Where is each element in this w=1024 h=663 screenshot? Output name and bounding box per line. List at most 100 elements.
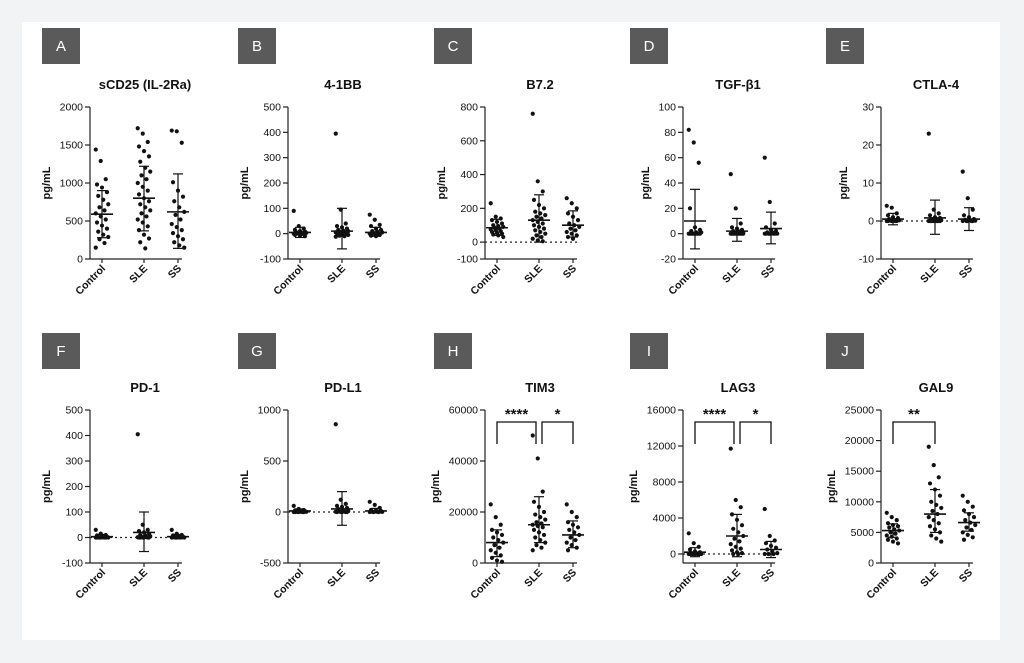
panel-label: E [840, 38, 850, 55]
data-point [93, 147, 98, 152]
data-point [565, 548, 571, 553]
data-point [334, 509, 340, 515]
significance-label: * [753, 406, 759, 423]
data-point [135, 126, 140, 131]
data-point [936, 211, 941, 216]
data-point [697, 231, 703, 236]
y-tick-label: 4000 [653, 513, 677, 525]
data-point [531, 527, 537, 532]
panel-label: F [56, 343, 65, 360]
significance-bracket [496, 421, 537, 444]
x-category-label: Control [864, 567, 899, 602]
y-tick-label: 0 [275, 228, 281, 240]
data-point [762, 551, 767, 557]
data-point [145, 139, 150, 145]
data-point [965, 499, 970, 504]
y-tick-label: 60 [664, 152, 676, 164]
y-tick-label: 40 [664, 178, 676, 190]
y-tick-label: 12000 [647, 441, 676, 453]
y-tick-label: 30 [862, 102, 874, 114]
y-tick-label: 20 [862, 140, 874, 152]
data-point [887, 525, 892, 530]
data-point [148, 169, 153, 174]
data-point [929, 499, 934, 504]
data-point [98, 158, 103, 164]
data-point [540, 239, 545, 244]
y-tick-label: 1000 [60, 178, 84, 190]
data-point [169, 128, 174, 133]
panel-label: B [252, 38, 262, 55]
x-category-label: SLE [325, 567, 348, 590]
x-category-label: Control [271, 263, 306, 298]
x-category-label: SS [561, 263, 579, 281]
significance-label: **** [703, 406, 727, 423]
data-point [960, 493, 965, 498]
significance-label: ** [908, 406, 920, 423]
data-point [169, 221, 174, 227]
data-point [146, 199, 152, 204]
x-category-label: SLE [918, 567, 941, 590]
y-axis-label: pg/mL [41, 166, 53, 199]
panel-label: I [647, 343, 651, 360]
data-point [893, 531, 898, 536]
y-tick-label: 0 [472, 237, 478, 249]
y-axis-label: pg/mL [640, 166, 652, 199]
y-tick-label: 400 [460, 169, 478, 181]
data-point [575, 525, 581, 530]
panel-d: D TGF-β1 -20 0 20 40 60 80 100 pg/mL Control SLE SS [630, 28, 782, 298]
data-point [763, 231, 769, 236]
data-point [973, 522, 978, 528]
data-point [739, 523, 745, 528]
x-category-label: SS [957, 263, 975, 281]
data-point [963, 518, 968, 523]
data-point [534, 214, 539, 219]
data-point [738, 546, 743, 551]
data-point [531, 499, 537, 504]
data-point [569, 201, 574, 206]
data-point [894, 518, 899, 523]
y-tick-label: 10 [862, 178, 874, 190]
data-point [575, 218, 581, 223]
data-point [106, 234, 111, 240]
y-tick-label: 0 [275, 507, 281, 519]
data-point [564, 540, 569, 545]
significance-bracket [739, 421, 772, 444]
data-point [333, 234, 338, 239]
y-tick-label: 500 [263, 102, 281, 114]
data-point [763, 541, 769, 546]
data-point [884, 510, 889, 515]
data-point [961, 508, 967, 513]
data-point [731, 526, 736, 531]
data-point [738, 221, 743, 226]
data-point [574, 233, 579, 238]
data-point [540, 525, 545, 530]
data-point [772, 231, 777, 236]
data-point [103, 217, 108, 222]
y-tick-label: 100 [65, 507, 83, 519]
data-point [691, 140, 696, 145]
data-point [739, 551, 745, 556]
data-point [488, 548, 493, 553]
chart-title: PD-1 [130, 380, 160, 395]
data-point [372, 217, 377, 222]
data-point [494, 558, 500, 563]
data-point [960, 169, 965, 174]
data-point [689, 231, 694, 236]
panel-g: G PD-L1 -500 0 500 1000 pg/mL Control SLE SS [238, 333, 387, 602]
data-point [885, 537, 891, 542]
y-tick-label: 60000 [449, 405, 478, 417]
x-category-label: Control [73, 567, 108, 602]
y-tick-label: 2000 [60, 102, 84, 114]
x-category-label: SS [957, 567, 975, 585]
data-point [543, 231, 548, 236]
data-point [498, 522, 503, 527]
data-point [540, 221, 545, 226]
data-point [960, 530, 965, 535]
data-point [179, 228, 184, 233]
data-point [173, 212, 178, 218]
data-point [961, 213, 967, 218]
data-point [174, 129, 179, 134]
x-category-label: SS [166, 567, 184, 585]
x-category-label: Control [73, 263, 108, 298]
panel-label: H [448, 343, 459, 360]
